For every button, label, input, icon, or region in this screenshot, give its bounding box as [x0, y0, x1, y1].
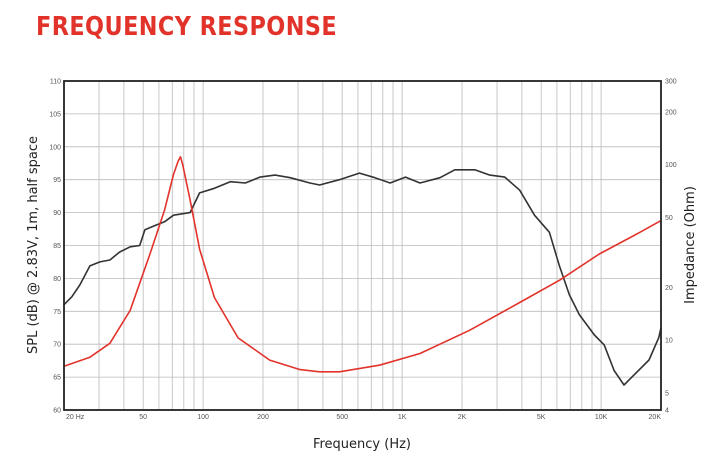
x-tick-label: 20 Hz: [66, 414, 85, 421]
y2-tick-label: 100: [665, 162, 677, 169]
x-tick-label: 1K: [398, 414, 407, 421]
y2-tick-label: 5: [665, 390, 669, 397]
x-tick-label: 20K: [649, 414, 662, 421]
y2-tick-label: 4: [665, 408, 669, 415]
x-tick-label: 5K: [537, 414, 546, 421]
y2-tick-label: 20: [665, 285, 673, 292]
tick-labels: 60 65 70 75 80 85 90 95 100 105 110 4 5 10 20 50 100 200 3…: [49, 79, 676, 422]
series: [63, 156, 662, 386]
x-tick-label: 10K: [595, 414, 608, 421]
y-tick-label: 60: [53, 408, 61, 415]
y-tick-label: 110: [50, 79, 61, 86]
y-tick-label: 70: [53, 342, 61, 349]
grid: [64, 80, 661, 411]
y-tick-label: 80: [53, 276, 61, 283]
y2-axis-label: Impedance (Ohm): [683, 186, 698, 304]
y-tick-label: 95: [53, 177, 61, 184]
y-tick-label: 65: [53, 375, 61, 382]
y-tick-label: 105: [49, 111, 61, 118]
x-tick-label: 50: [139, 414, 147, 421]
y-tick-label: 75: [53, 309, 61, 316]
y-tick-label: 85: [53, 243, 61, 250]
x-tick-label: 500: [336, 414, 348, 421]
x-tick-label: 200: [257, 414, 269, 421]
x-axis-label: Frequency (Hz): [313, 437, 411, 452]
y2-tick-label: 200: [665, 109, 677, 116]
x-tick-label: 2K: [458, 414, 467, 421]
y-axis-label: SPL (dB) @ 2.83V, 1m, half space: [26, 136, 41, 354]
spl-curve: [63, 169, 662, 386]
y2-tick-label: 50: [665, 215, 673, 222]
x-tick-label: 100: [197, 414, 209, 421]
y2-tick-label: 300: [665, 79, 677, 86]
impedance-curve: [63, 156, 662, 373]
y2-tick-label: 10: [665, 338, 673, 345]
plot-frame: [63, 80, 662, 411]
chart-title: FREQUENCY RESPONSE: [36, 12, 338, 42]
y-tick-label: 100: [49, 144, 61, 151]
y-tick-label: 90: [53, 210, 61, 217]
